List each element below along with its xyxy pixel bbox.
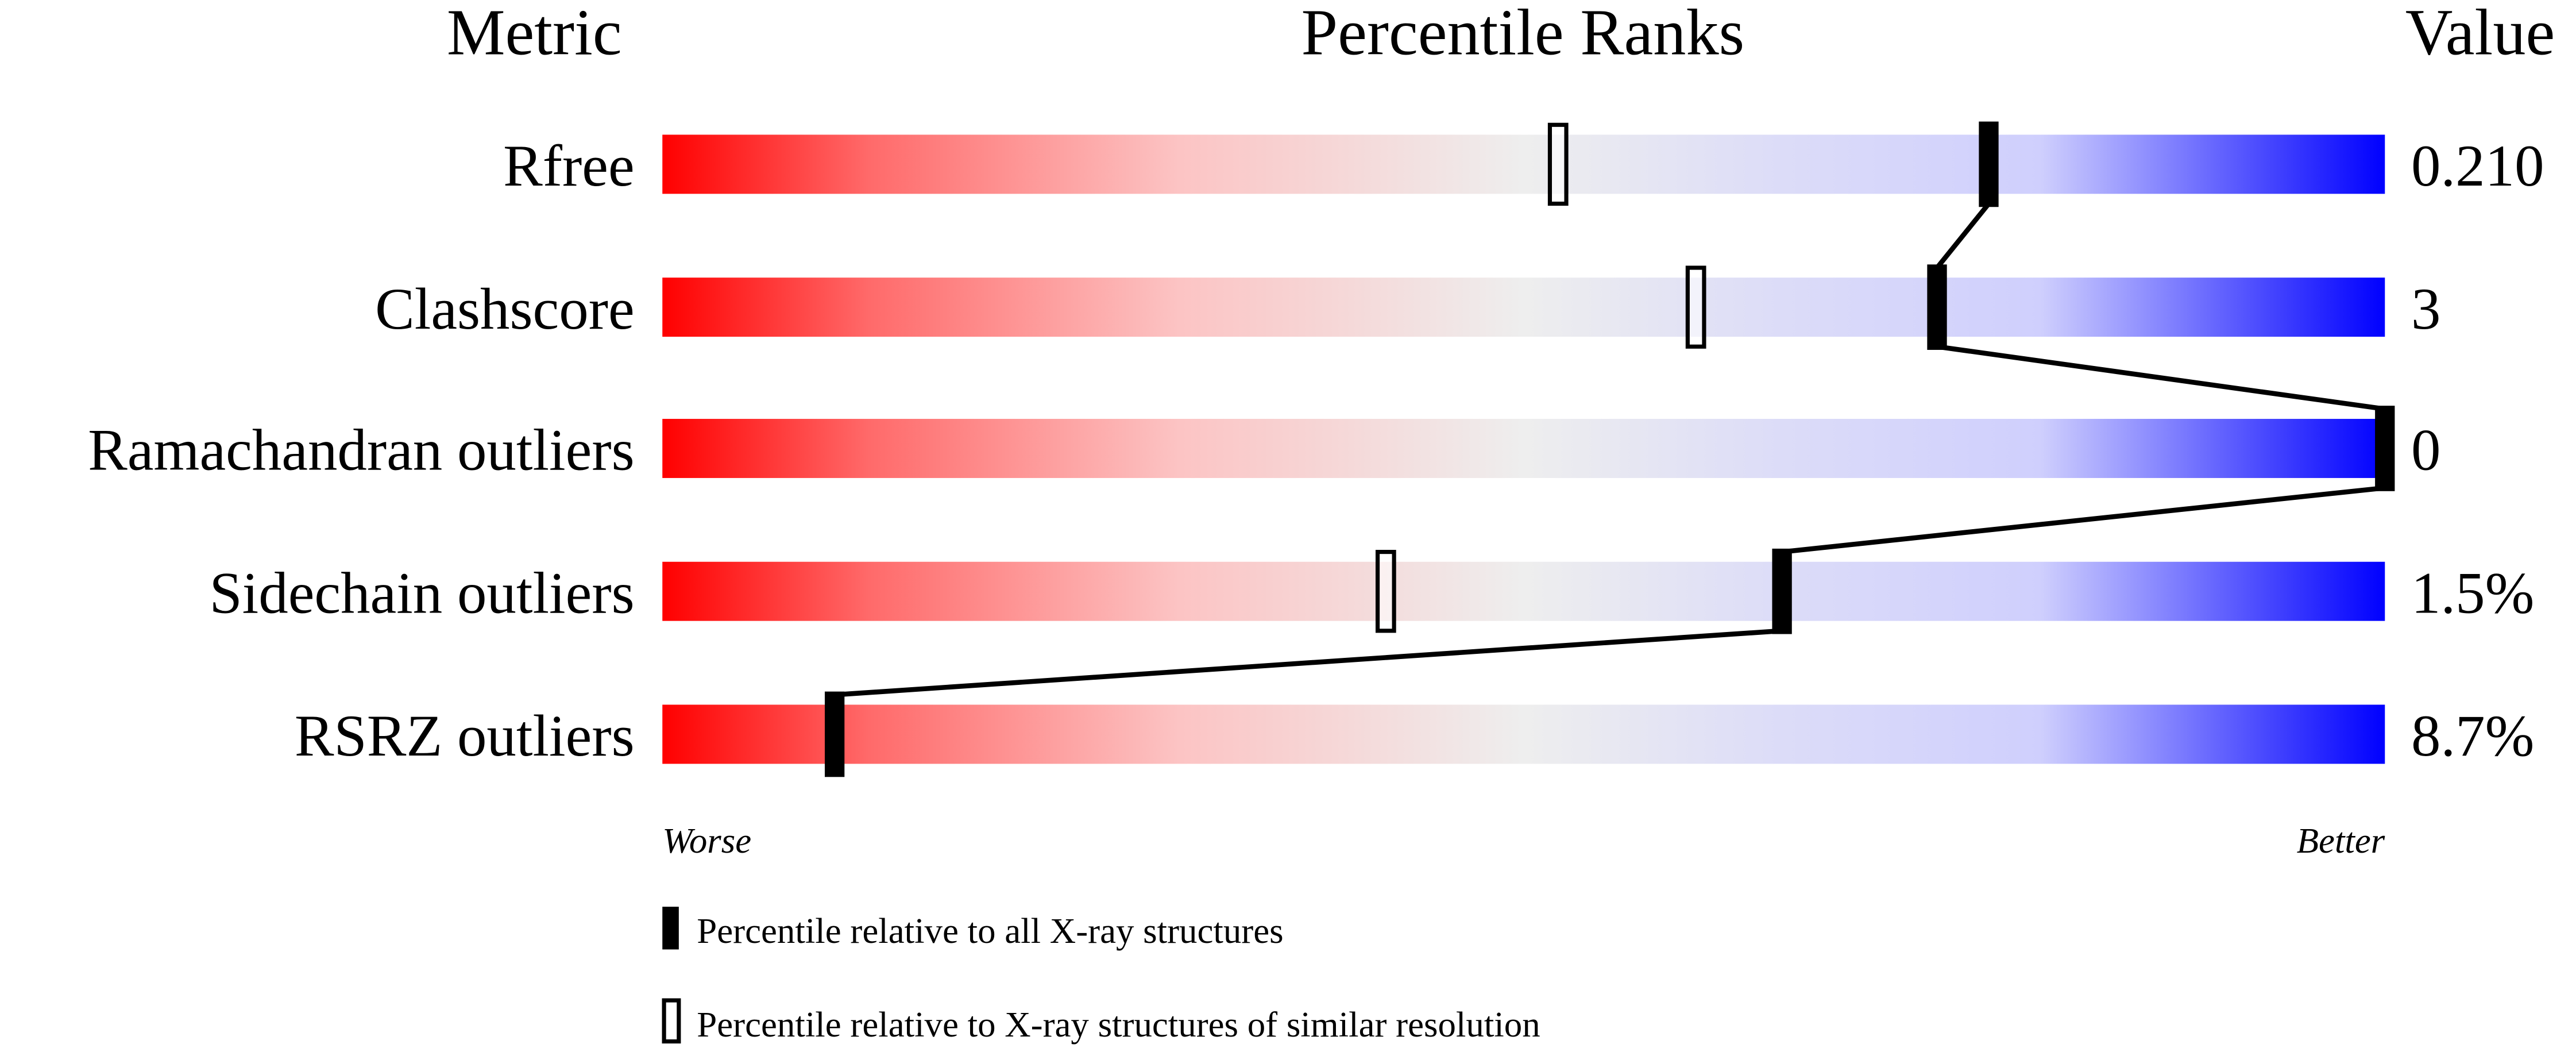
header-percentile-ranks: Percentile Ranks xyxy=(1301,0,1745,68)
metric-label: Sidechain outliers xyxy=(209,560,634,626)
percentile-all-marker xyxy=(1772,548,1792,634)
metric-label: Rfree xyxy=(503,133,635,199)
metric-value: 0.210 xyxy=(2411,133,2544,199)
connector-line xyxy=(834,628,1782,698)
percentile-bar xyxy=(662,419,2385,478)
percentile-similar-marker xyxy=(1547,122,1569,206)
percentile-similar-marker xyxy=(1685,265,1706,349)
axis-better-label: Better xyxy=(2297,820,2385,861)
connector-line xyxy=(1936,344,2385,412)
percentile-all-marker xyxy=(1927,264,1947,350)
percentile-similar-marker xyxy=(1375,550,1396,633)
connector-line xyxy=(1782,485,2385,554)
percentile-bar xyxy=(662,278,2385,337)
percentile-all-marker xyxy=(824,691,845,777)
metric-value: 8.7% xyxy=(2411,703,2534,769)
legend-open-marker xyxy=(662,998,681,1044)
axis-worse-label: Worse xyxy=(662,820,751,861)
metric-label: RSRZ outliers xyxy=(295,703,635,769)
percentile-bar xyxy=(662,704,2385,764)
legend-open-label: Percentile relative to X-ray structures … xyxy=(697,1004,1540,1045)
percentile-all-marker xyxy=(2375,406,2395,491)
metric-label: Ramachandran outliers xyxy=(88,418,635,483)
metric-value: 0 xyxy=(2411,418,2440,483)
percentile-bar xyxy=(662,561,2385,621)
header-metric: Metric xyxy=(447,0,622,68)
percentile-all-marker xyxy=(1979,121,1999,207)
legend-filled-marker xyxy=(662,907,679,950)
legend-filled-label: Percentile relative to all X-ray structu… xyxy=(697,911,1283,951)
connector-line xyxy=(1935,202,1991,269)
header-value: Value xyxy=(2405,0,2555,68)
percentile-bar xyxy=(662,134,2385,194)
metric-value: 1.5% xyxy=(2411,560,2534,626)
metric-value: 3 xyxy=(2411,276,2440,342)
metric-label: Clashscore xyxy=(375,276,635,342)
